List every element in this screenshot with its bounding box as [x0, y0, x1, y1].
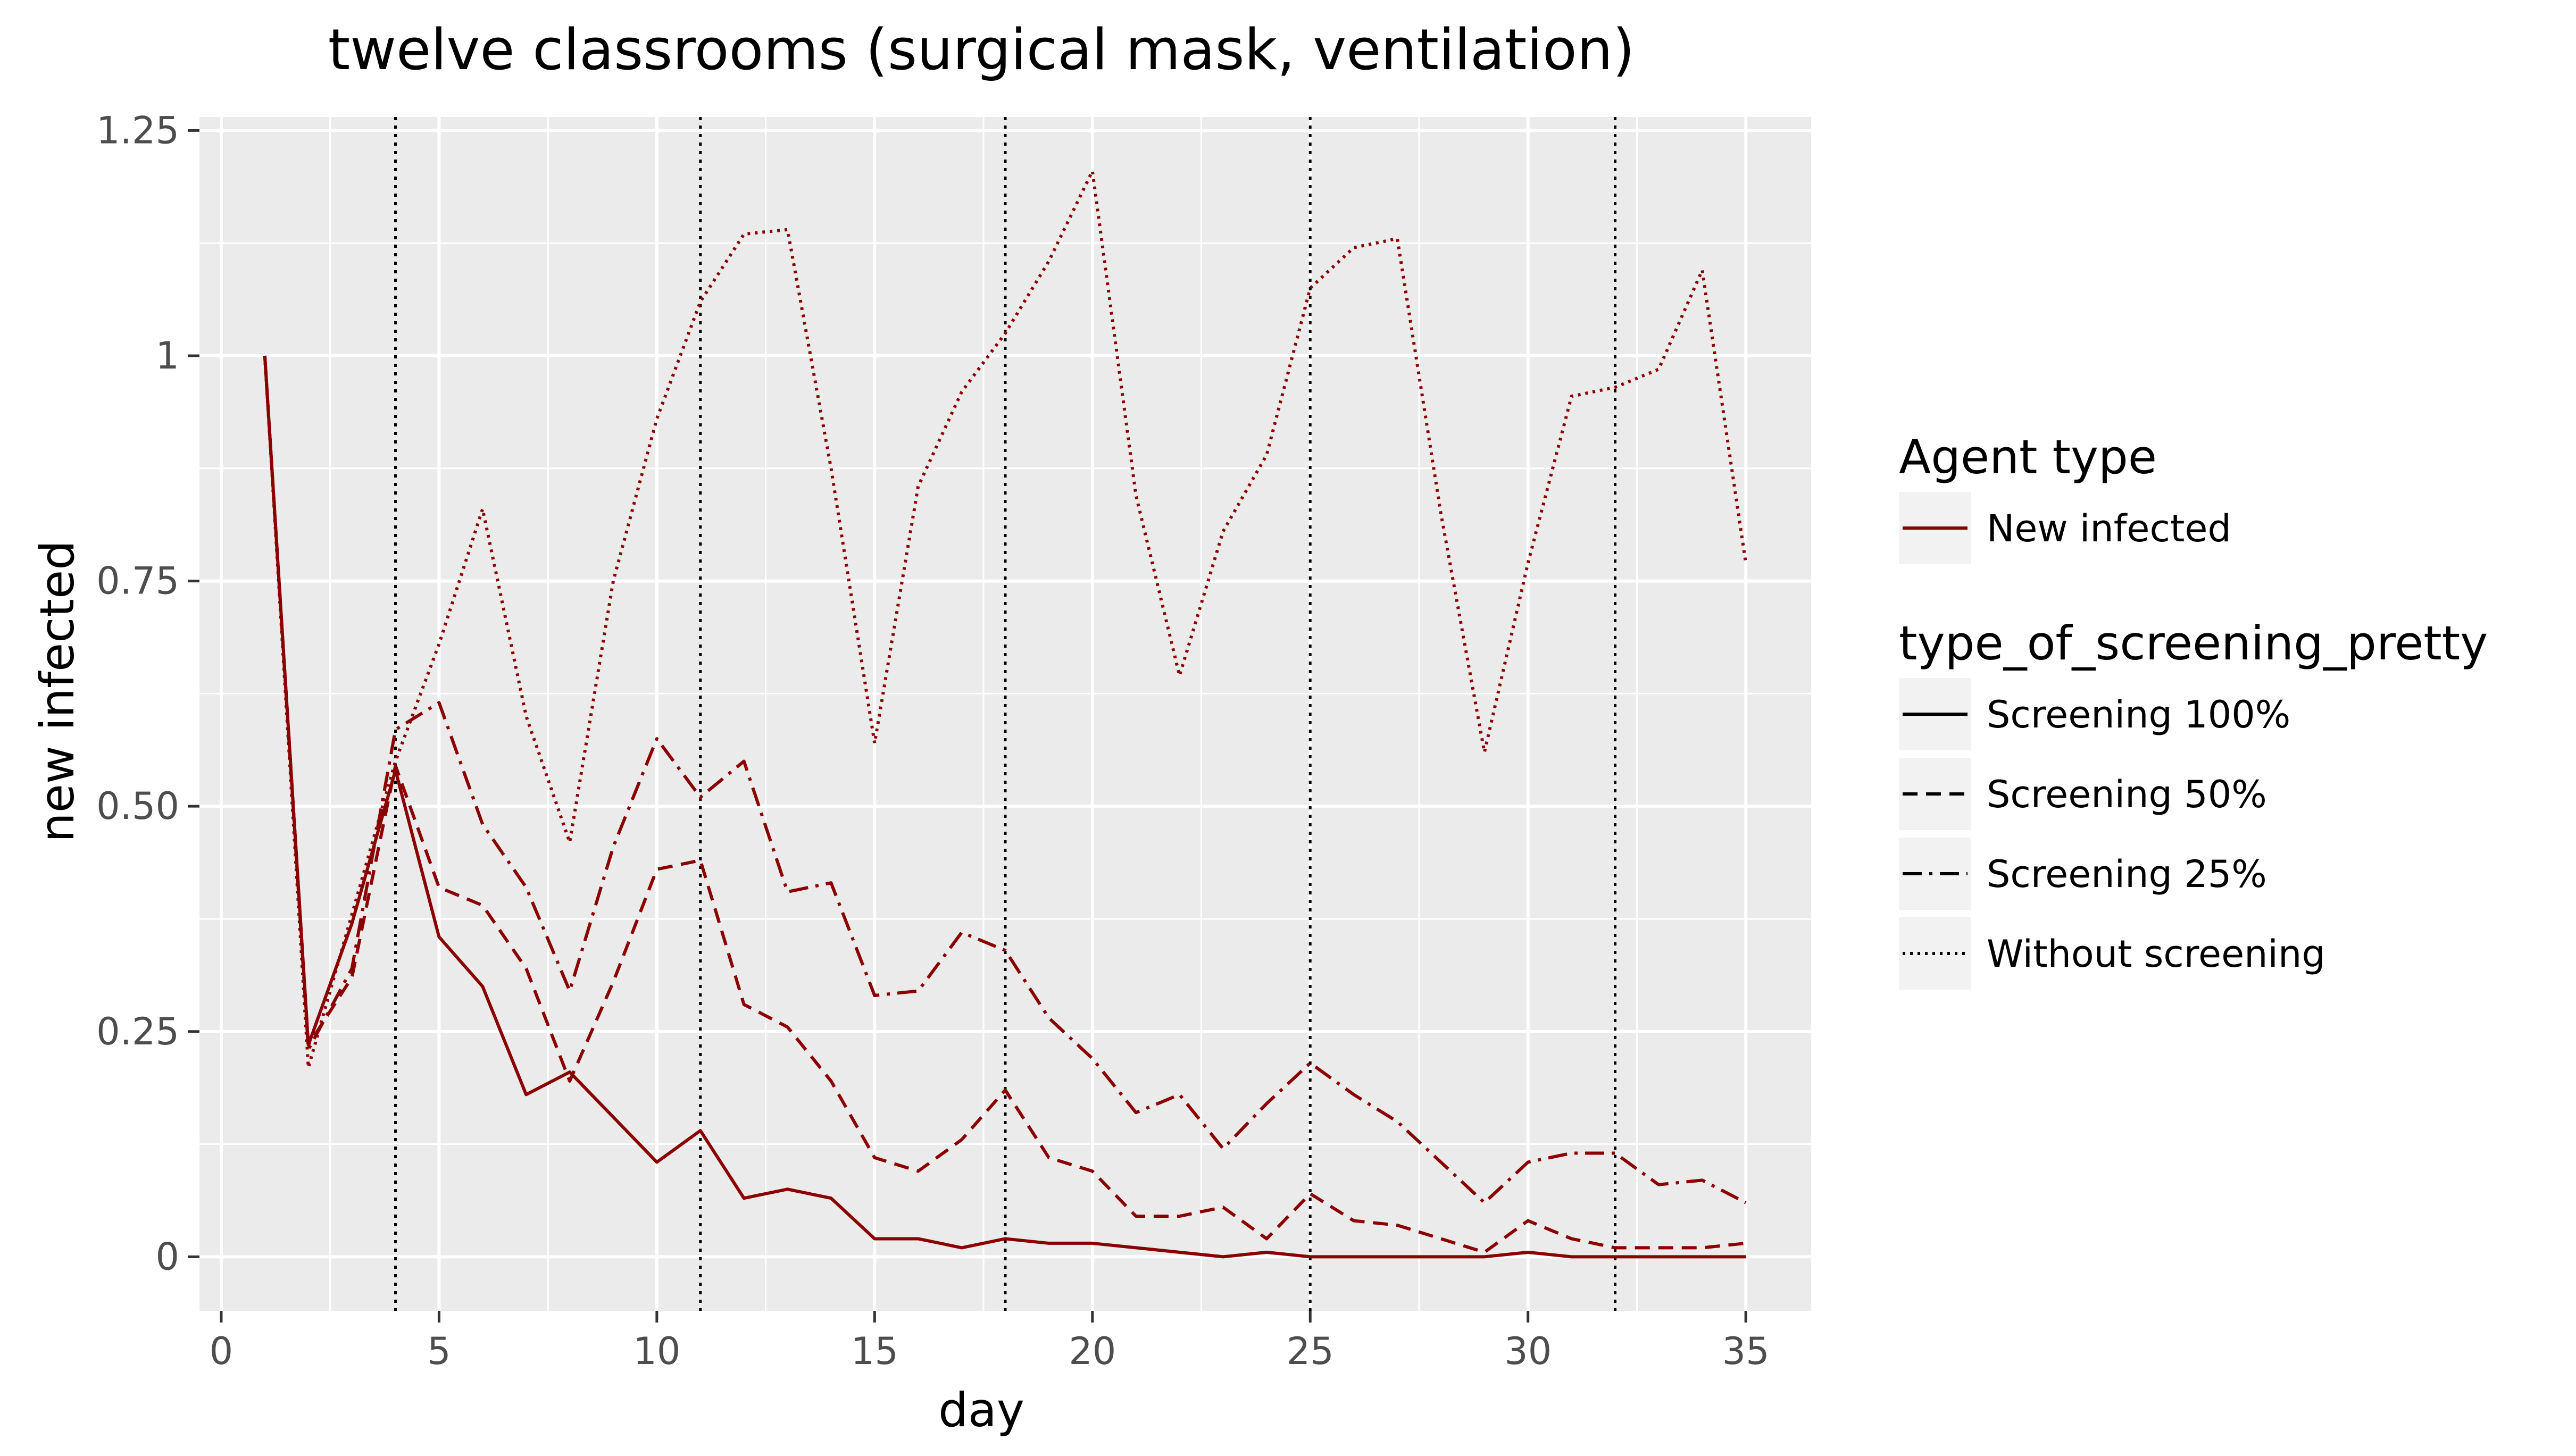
legend-title-agent-type: Agent type: [1899, 430, 2157, 484]
plot-area: 0 5 10 15 20 25 30 35 0 0.25 0.50 0.75 1 1.25: [96, 108, 1811, 1373]
x-tick-label: 5: [427, 1329, 451, 1373]
series-line-without-screening: [263, 169, 1748, 1069]
y-tick-label: 0.25: [96, 1010, 179, 1053]
x-tick-label: 25: [1287, 1329, 1334, 1373]
y-tick-label: 0.50: [96, 784, 179, 828]
x-axis-label: day: [938, 1383, 1024, 1437]
x-tick-label: 15: [851, 1329, 898, 1373]
chart-title: twelve classrooms (surgical mask, ventil…: [328, 17, 1635, 82]
x-tick-label: 35: [1722, 1329, 1770, 1373]
y-axis-label: new infected: [30, 540, 85, 842]
legend-label: New infected: [1987, 507, 2231, 550]
series-line-screening-50: [263, 355, 1746, 1254]
legend-label: Screening 25%: [1987, 852, 2267, 896]
x-tick-label: 0: [210, 1329, 234, 1373]
legend-title-screening: type_of_screening_pretty: [1899, 616, 2488, 671]
legend-label: Screening 100%: [1987, 693, 2290, 737]
legend-label: Screening 50%: [1987, 773, 2267, 816]
legend: Agent type New infected type_of_screening_…: [1899, 430, 2488, 990]
y-tick-label: 0: [155, 1235, 179, 1278]
legend-label: Without screening: [1987, 932, 2325, 976]
x-tick-label: 10: [633, 1329, 680, 1373]
series-line-screening-100: [263, 355, 1746, 1259]
x-tick-label: 20: [1069, 1329, 1116, 1373]
series-line-screening-25: [263, 355, 1747, 1204]
y-tick-label: 0.75: [96, 559, 179, 603]
x-tick-label: 30: [1504, 1329, 1552, 1373]
y-tick-label: 1: [155, 334, 179, 378]
y-tick-label: 1.25: [96, 108, 179, 152]
